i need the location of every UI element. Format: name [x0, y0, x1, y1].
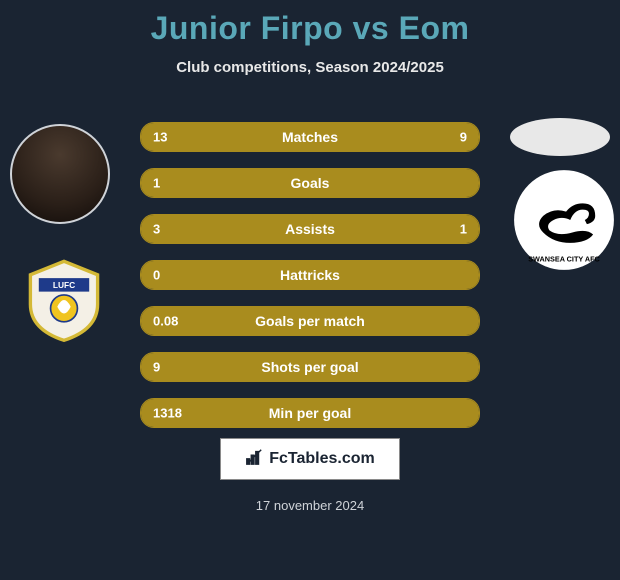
stat-label: Matches: [282, 129, 338, 145]
stat-value-left: 9: [153, 360, 160, 375]
stat-row: 1 Goals: [140, 168, 480, 198]
club-right-crest: SWANSEA CITY AFC: [512, 168, 616, 272]
stat-fill-left: [141, 215, 395, 243]
club-left-crest: LUFC: [22, 258, 106, 342]
stat-value-right: 1: [460, 222, 467, 237]
stat-row: 13 9 Matches: [140, 122, 480, 152]
fctables-logo-icon: [245, 448, 263, 471]
stat-value-left: 3: [153, 222, 160, 237]
stat-label: Goals per match: [255, 313, 365, 329]
svg-text:LUFC: LUFC: [53, 280, 75, 290]
stat-fill-right: [340, 123, 479, 151]
subtitle: Club competitions, Season 2024/2025: [0, 59, 620, 76]
stat-value-left: 1318: [153, 406, 182, 421]
stat-row: 1318 Min per goal: [140, 398, 480, 428]
player-left-avatar: [10, 124, 110, 224]
stat-value-left: 0.08: [153, 314, 178, 329]
stat-label: Hattricks: [280, 267, 340, 283]
stat-value-left: 13: [153, 130, 167, 145]
page-title: Junior Firpo vs Eom: [0, 0, 620, 47]
stat-row: 9 Shots per goal: [140, 352, 480, 382]
stat-value-left: 1: [153, 176, 160, 191]
date-label: 17 november 2024: [256, 498, 364, 513]
leeds-crest-icon: LUFC: [22, 258, 106, 342]
stat-value-right: 9: [460, 130, 467, 145]
fctables-label: FcTables.com: [269, 450, 375, 468]
stat-label: Shots per goal: [261, 359, 358, 375]
stat-label: Goals: [291, 175, 330, 191]
stat-label: Assists: [285, 221, 335, 237]
stat-label: Min per goal: [269, 405, 351, 421]
svg-text:SWANSEA CITY AFC: SWANSEA CITY AFC: [528, 255, 600, 264]
stat-row: 3 1 Assists: [140, 214, 480, 244]
stat-row: 0 Hattricks: [140, 260, 480, 290]
fctables-badge: FcTables.com: [220, 438, 400, 480]
comparison-chart: 13 9 Matches 1 Goals 3 1 Assists 0 Hattricks 0.08 G…: [140, 122, 480, 444]
swansea-crest-icon: SWANSEA CITY AFC: [512, 168, 616, 272]
stat-value-left: 0: [153, 268, 160, 283]
player-right-avatar: [510, 118, 610, 156]
stat-row: 0.08 Goals per match: [140, 306, 480, 336]
